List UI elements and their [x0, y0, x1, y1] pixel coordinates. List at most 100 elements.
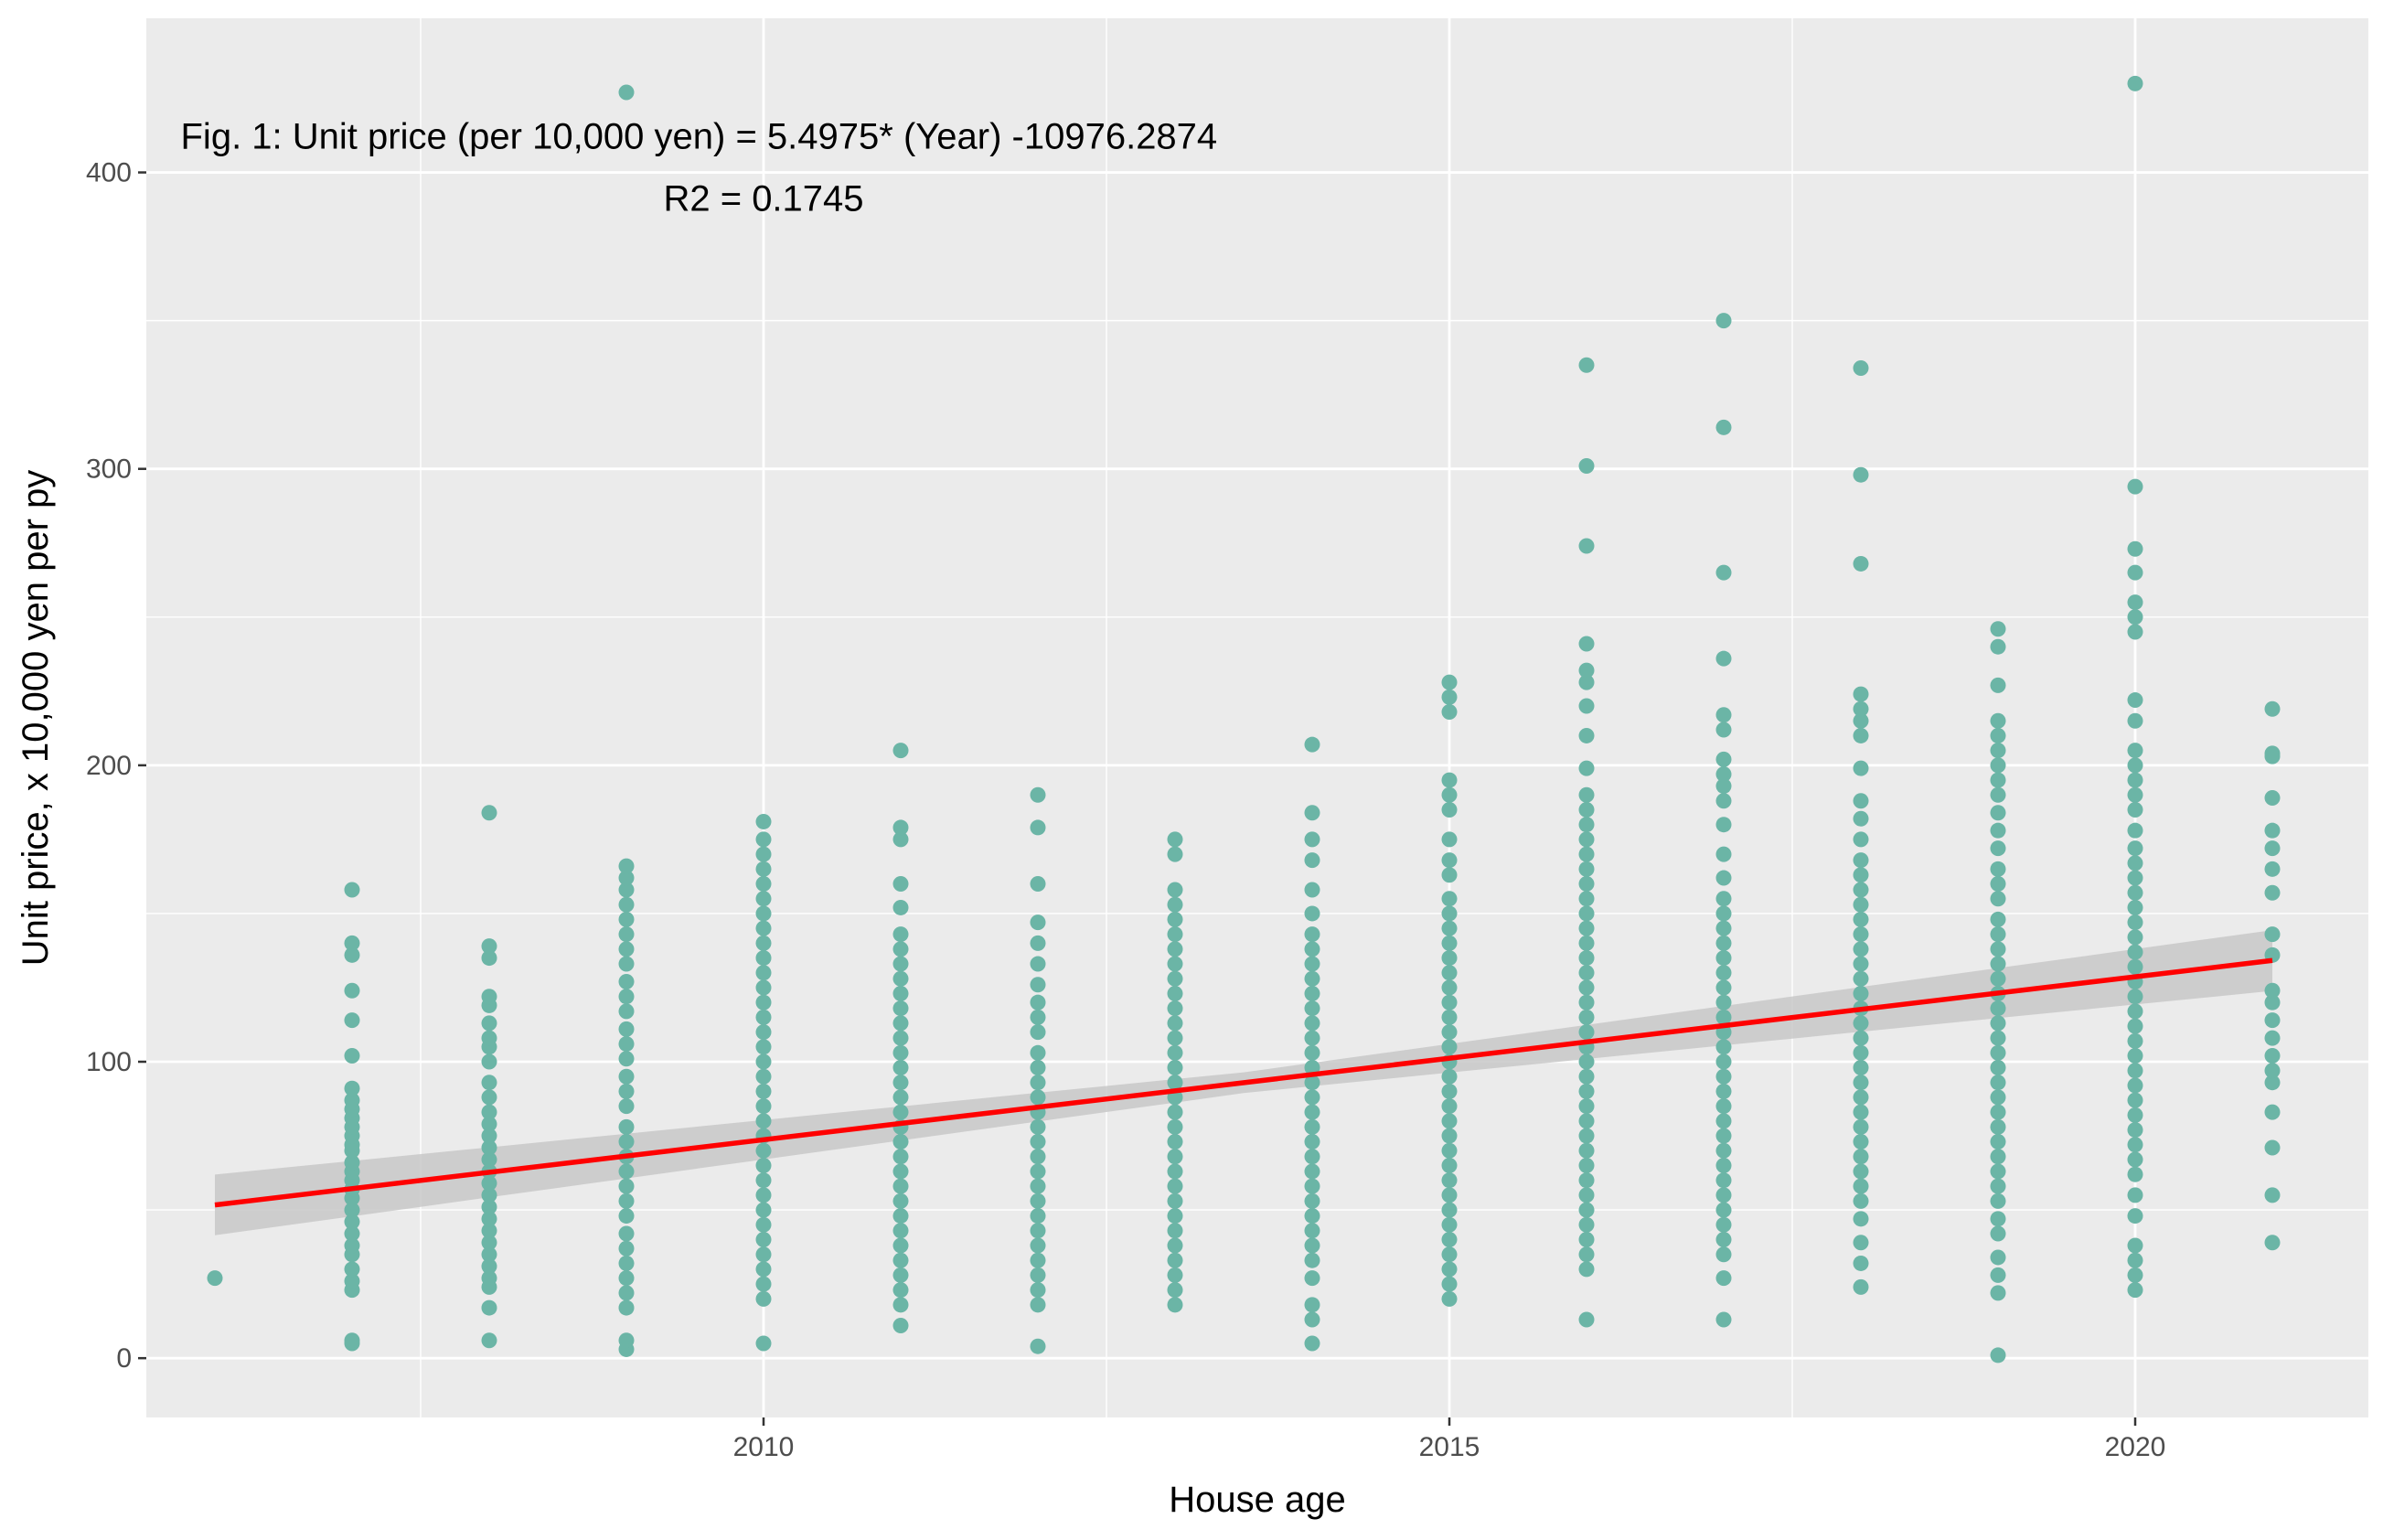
data-point [892, 985, 909, 1001]
data-point [1715, 722, 1732, 738]
data-point [344, 882, 360, 898]
data-point [755, 1187, 772, 1203]
annotation-equation: Fig. 1: Unit price (per 10,000 yen) = 5.… [181, 117, 1218, 157]
data-point [892, 743, 909, 759]
data-point [755, 965, 772, 981]
data-point [1578, 817, 1595, 833]
data-point [892, 1149, 909, 1165]
data-point [1578, 1142, 1595, 1159]
data-point [618, 882, 635, 898]
data-point [1578, 760, 1595, 776]
data-point [1441, 1187, 1458, 1203]
data-point [1304, 1297, 1320, 1313]
data-point [1853, 1104, 1869, 1120]
data-point [618, 1270, 635, 1287]
data-point [1578, 1216, 1595, 1233]
data-point [1853, 926, 1869, 943]
data-point [2127, 1122, 2143, 1139]
data-point [1167, 1044, 1183, 1061]
data-point [1441, 1232, 1458, 1248]
data-point [1167, 1000, 1183, 1017]
data-point [481, 950, 497, 967]
data-point [344, 1080, 360, 1096]
data-point [1853, 911, 1869, 927]
data-point [618, 1225, 635, 1242]
data-point [755, 1024, 772, 1041]
data-point [2264, 1235, 2281, 1251]
data-point [1304, 1311, 1320, 1328]
data-point [2127, 1077, 2143, 1094]
data-point [1578, 1024, 1595, 1041]
data-point [1853, 555, 1869, 572]
data-point [2127, 1048, 2143, 1064]
data-point [755, 1083, 772, 1099]
data-point [1853, 956, 1869, 972]
data-point [1441, 1068, 1458, 1085]
data-point [1030, 1282, 1046, 1299]
data-point [755, 1261, 772, 1278]
data-point [1441, 786, 1458, 803]
data-point [892, 1192, 909, 1209]
y-axis-title: Unit price, x 10,000 yen per py [16, 470, 56, 967]
data-point [1990, 772, 2006, 788]
data-point [1578, 965, 1595, 981]
data-point [755, 1232, 772, 1248]
data-point [1853, 686, 1869, 702]
data-point [2127, 1166, 2143, 1182]
data-point [1441, 1113, 1458, 1129]
data-point [1715, 1083, 1732, 1099]
data-point [481, 805, 497, 821]
data-point [1030, 1192, 1046, 1209]
data-point [1030, 956, 1046, 972]
data-point [892, 1178, 909, 1194]
data-point [755, 905, 772, 922]
data-point [1441, 1142, 1458, 1159]
data-point [892, 1075, 909, 1091]
data-point [1441, 1098, 1458, 1115]
data-point [1990, 956, 2006, 972]
data-point [1441, 1261, 1458, 1278]
data-point [1990, 805, 2006, 821]
data-point [2127, 1018, 2143, 1034]
data-point [481, 1270, 497, 1287]
data-point [1304, 905, 1320, 922]
axis-tick-labels: 2010 2015 2020 0 100 200 300 400 [86, 158, 2165, 1462]
data-point [1441, 801, 1458, 818]
y-tick-label: 100 [86, 1047, 132, 1077]
regression-line [214, 957, 2273, 1208]
data-point [1304, 1270, 1320, 1287]
minor-gridlines [146, 18, 2368, 1417]
data-point [1990, 1000, 2006, 1017]
data-point [755, 861, 772, 877]
data-point [1441, 772, 1458, 788]
data-point [344, 1048, 360, 1064]
data-point [1167, 1118, 1183, 1135]
data-point [1304, 1075, 1320, 1091]
data-point [1304, 1223, 1320, 1239]
data-point [2127, 1252, 2143, 1268]
data-point [2127, 1003, 2143, 1020]
data-point [618, 1178, 635, 1194]
data-point [344, 1273, 360, 1289]
data-point [1990, 1347, 2006, 1364]
data-point [1853, 1278, 1869, 1295]
data-point [1990, 1118, 2006, 1135]
data-point [1578, 698, 1595, 714]
data-point [2264, 1075, 2281, 1091]
data-point [892, 1297, 909, 1313]
data-point [1304, 1252, 1320, 1268]
plot-panel [146, 18, 2368, 1417]
x-tick-label: 2020 [2105, 1432, 2166, 1462]
data-point [755, 920, 772, 936]
data-point [1441, 1024, 1458, 1041]
data-point [618, 1118, 635, 1135]
data-point [892, 1252, 909, 1268]
x-tick-label: 2010 [733, 1432, 795, 1462]
data-point [1167, 985, 1183, 1001]
data-point [1030, 1237, 1046, 1254]
data-point [344, 1332, 360, 1349]
data-point [1578, 1172, 1595, 1189]
data-point [1853, 727, 1869, 743]
data-point [1304, 1163, 1320, 1180]
data-point [1990, 727, 2006, 743]
